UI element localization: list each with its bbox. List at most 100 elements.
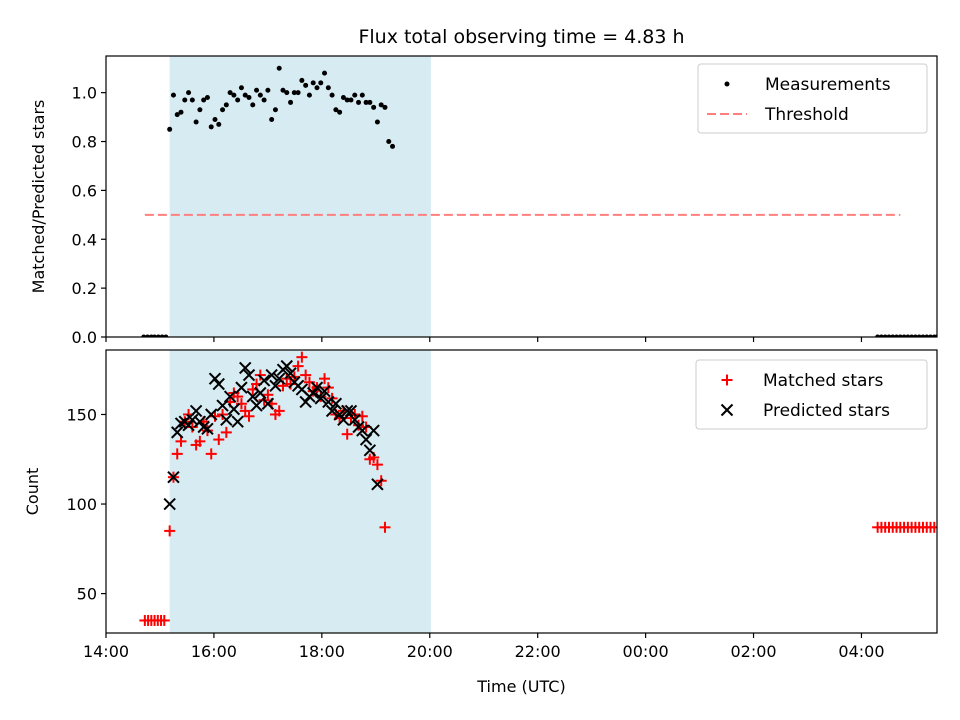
bottom-panel: 50 100 150 14:00 16:00 18:00 20:00 22:00 00:00 0… xyxy=(23,349,960,696)
measurement-point xyxy=(938,335,943,340)
measurement-point xyxy=(170,92,176,98)
matched-star-point xyxy=(158,614,170,626)
matched-star-point xyxy=(954,522,960,533)
measurement-point xyxy=(950,335,955,340)
matched-star-point xyxy=(209,410,221,422)
measurement-point xyxy=(905,334,911,337)
measurement-point xyxy=(894,334,900,337)
measurement-point xyxy=(340,95,346,101)
x-tick-label: 18:00 xyxy=(299,642,345,661)
measurement-point xyxy=(352,92,358,98)
measurement-point xyxy=(295,90,301,96)
measurement-point xyxy=(227,90,233,96)
matched-star-point xyxy=(273,405,285,417)
measurement-point xyxy=(182,97,188,103)
measurement-point xyxy=(348,97,354,103)
predicted-star-point xyxy=(235,381,248,394)
measurement-point xyxy=(208,124,214,130)
bottom-legend-box xyxy=(695,359,928,430)
measurement-point xyxy=(378,102,384,108)
measurement-point xyxy=(382,104,388,110)
predicted-star-point xyxy=(265,368,278,382)
matched-star-point xyxy=(254,369,266,381)
bottom-y-axis-label: Count xyxy=(23,468,42,516)
predicted-star-point xyxy=(220,413,233,427)
matched-star-point xyxy=(303,376,315,388)
predicted-star-point xyxy=(310,381,324,394)
measurement-point xyxy=(329,92,335,98)
measurement-point xyxy=(924,334,930,337)
measurement-point xyxy=(163,334,169,337)
measurement-point xyxy=(204,95,210,101)
predicted-star-point xyxy=(322,395,335,409)
matched-star-point xyxy=(213,434,225,446)
matched-star-point xyxy=(928,521,937,533)
measurement-point xyxy=(280,87,286,93)
measurement-point xyxy=(909,334,915,337)
measurement-point xyxy=(363,99,369,105)
matched-star-point xyxy=(296,351,308,363)
measurement-point xyxy=(359,92,365,98)
measurement-points xyxy=(141,65,958,340)
top-y-tick-label: 0.0 xyxy=(72,328,97,347)
matched-star-point xyxy=(379,521,391,533)
measurement-point xyxy=(920,334,926,337)
predicted-star-point xyxy=(333,408,346,421)
measurement-point xyxy=(916,334,922,337)
measurement-point xyxy=(201,97,207,103)
matched-star-point xyxy=(946,522,957,533)
matched-star-point xyxy=(285,378,297,390)
x-axis-label: Time (UTC) xyxy=(476,677,565,696)
predicted-star-point xyxy=(367,424,380,437)
predicted-star-point xyxy=(254,386,267,400)
top-y-tick-label: 0.2 xyxy=(72,279,97,298)
measurement-point xyxy=(159,334,165,337)
legend-matched-marker xyxy=(721,374,733,386)
x-tick-label: 04:00 xyxy=(838,642,884,661)
measurement-point xyxy=(193,119,199,125)
bottom-legend: Matched stars Predicted stars xyxy=(695,359,928,430)
predicted-star-point xyxy=(174,417,188,430)
measurement-point xyxy=(276,65,282,71)
matched-star-point xyxy=(262,389,274,401)
measurement-point xyxy=(886,334,892,337)
measurement-point xyxy=(953,335,958,340)
predicted-star-point xyxy=(186,413,199,427)
predicted-star-point xyxy=(212,377,225,391)
matched-star-point xyxy=(186,421,198,433)
bottom-observing-window xyxy=(169,350,431,633)
matched-star-point xyxy=(371,459,383,471)
measurement-point xyxy=(371,104,377,110)
measurement-point xyxy=(946,335,951,340)
measurement-point xyxy=(303,82,309,88)
measurement-point xyxy=(897,334,903,337)
matched-star-point xyxy=(175,435,187,447)
x-tick-label: 16:00 xyxy=(191,642,237,661)
matched-star-point xyxy=(243,410,255,422)
matched-star-point xyxy=(194,435,206,447)
legend-predicted-label: Predicted stars xyxy=(763,401,890,421)
predicted-star-point xyxy=(314,392,327,405)
measurement-point xyxy=(882,334,888,337)
predicted-star-point xyxy=(280,359,293,373)
measurement-point xyxy=(390,143,396,149)
predicted-star-point xyxy=(348,413,361,427)
measurement-point xyxy=(167,126,173,132)
predicted-star-point xyxy=(208,372,222,385)
predicted-star-point xyxy=(167,470,180,484)
matched-star-point xyxy=(292,360,304,372)
measurement-point xyxy=(291,90,297,96)
measurement-point xyxy=(890,334,896,337)
measurement-point xyxy=(223,102,229,108)
measurement-point xyxy=(246,95,252,101)
top-observing-window xyxy=(169,56,431,337)
measurement-point xyxy=(186,90,192,96)
legend-threshold-label: Threshold xyxy=(764,105,849,125)
measurement-point xyxy=(912,334,918,337)
measurement-point xyxy=(288,99,294,105)
measurement-point xyxy=(265,87,271,93)
top-y-axis-label: Matched/Predicted stars xyxy=(29,100,48,294)
predicted-star-point xyxy=(171,426,184,439)
matched-star-point xyxy=(217,408,229,420)
